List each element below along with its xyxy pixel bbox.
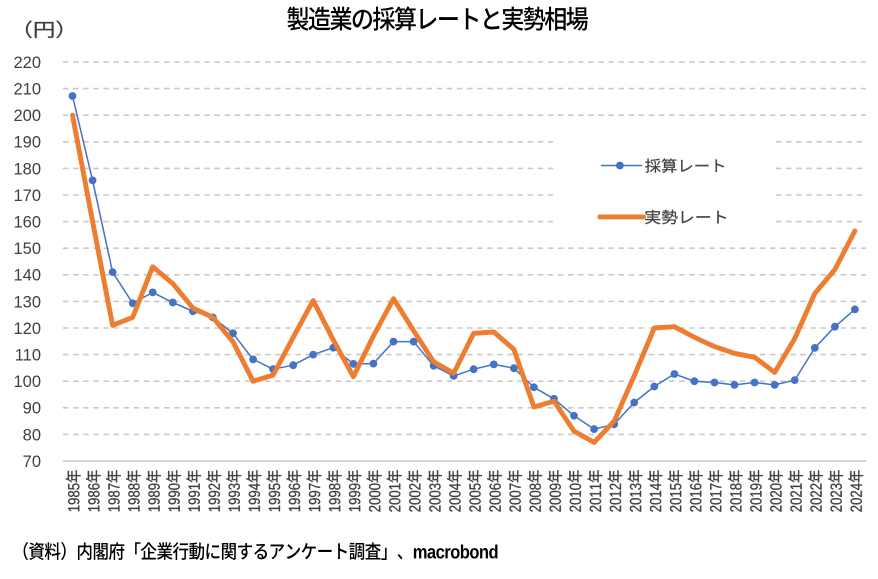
svg-text:120: 120: [13, 320, 41, 338]
svg-text:190: 190: [13, 134, 41, 152]
svg-text:130: 130: [13, 293, 41, 311]
svg-text:80: 80: [23, 426, 41, 444]
svg-text:70: 70: [23, 453, 41, 471]
svg-text:180: 180: [13, 160, 41, 178]
svg-text:90: 90: [23, 400, 41, 418]
svg-text:140: 140: [13, 267, 41, 285]
svg-text:160: 160: [13, 214, 41, 232]
svg-text:200: 200: [13, 107, 41, 125]
svg-text:220: 220: [13, 54, 41, 72]
svg-text:100: 100: [13, 373, 41, 391]
svg-text:110: 110: [15, 347, 41, 365]
svg-text:210: 210: [13, 81, 41, 99]
svg-text:170: 170: [13, 187, 41, 205]
svg-text:150: 150: [13, 240, 41, 258]
